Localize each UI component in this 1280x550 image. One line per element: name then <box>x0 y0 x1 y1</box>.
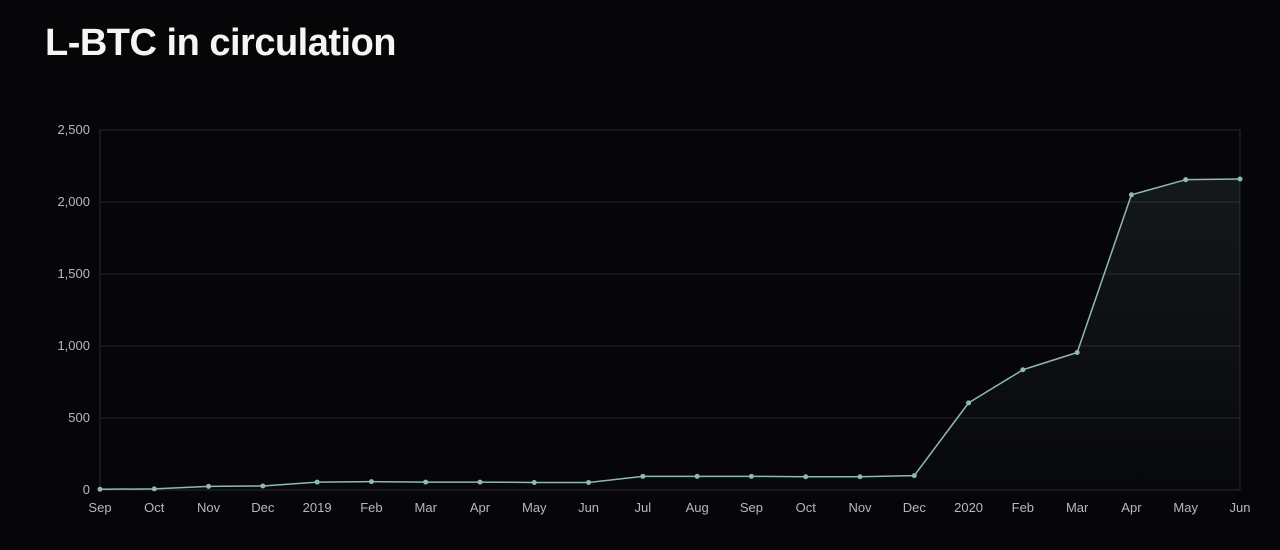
x-tick-label: Feb <box>360 500 382 515</box>
series-marker <box>1075 350 1080 355</box>
series-marker <box>858 474 863 479</box>
x-tick-label: May <box>1173 500 1198 515</box>
series-marker <box>966 400 971 405</box>
series-marker <box>423 480 428 485</box>
y-tick-label: 2,500 <box>57 122 90 137</box>
series-marker <box>586 480 591 485</box>
chart-title: L-BTC in circulation <box>45 22 396 65</box>
series-marker <box>749 474 754 479</box>
series-marker <box>532 480 537 485</box>
x-tick-label: Jul <box>635 500 652 515</box>
y-tick-label: 1,500 <box>57 266 90 281</box>
x-tick-label: Dec <box>251 500 275 515</box>
chart-svg: 0 500 1,000 1,500 2,000 2,500 Sep Oct Nov Dec 2019… <box>45 110 1250 530</box>
series-marker <box>912 473 917 478</box>
y-tick-label: 500 <box>68 410 90 425</box>
x-tick-label: Nov <box>848 500 872 515</box>
x-tick-label: Jun <box>578 500 599 515</box>
x-tick-label: Jun <box>1230 500 1250 515</box>
series-marker <box>1129 192 1134 197</box>
x-tick-label: Sep <box>88 500 111 515</box>
x-tick-label: May <box>522 500 547 515</box>
x-tick-label: 2020 <box>954 500 983 515</box>
x-tick-label: Oct <box>144 500 165 515</box>
series-marker <box>260 483 265 488</box>
x-tick-label: 2019 <box>303 500 332 515</box>
x-tick-label: Dec <box>903 500 927 515</box>
x-tick-label: Apr <box>1121 500 1142 515</box>
x-tick-label: Mar <box>1066 500 1089 515</box>
x-tick-label: Feb <box>1012 500 1034 515</box>
y-tick-label: 0 <box>83 482 90 497</box>
area-fill <box>100 179 1240 490</box>
series-marker <box>803 474 808 479</box>
series-marker <box>1183 177 1188 182</box>
series-marker <box>315 480 320 485</box>
series-marker <box>152 486 157 491</box>
series-marker <box>478 480 483 485</box>
series-marker <box>369 479 374 484</box>
series-marker <box>1238 176 1243 181</box>
lbtc-chart: 0 500 1,000 1,500 2,000 2,500 Sep Oct Nov Dec 2019… <box>45 110 1250 530</box>
series-marker <box>695 474 700 479</box>
series-marker <box>640 474 645 479</box>
series-marker <box>98 487 103 492</box>
x-tick-label: Oct <box>796 500 817 515</box>
y-tick-label: 1,000 <box>57 338 90 353</box>
x-tick-label: Sep <box>740 500 763 515</box>
series-marker <box>1020 367 1025 372</box>
y-tick-label: 2,000 <box>57 194 90 209</box>
x-tick-label: Aug <box>686 500 709 515</box>
x-tick-label: Nov <box>197 500 221 515</box>
x-tick-label: Mar <box>415 500 438 515</box>
series-marker <box>206 484 211 489</box>
x-tick-label: Apr <box>470 500 491 515</box>
